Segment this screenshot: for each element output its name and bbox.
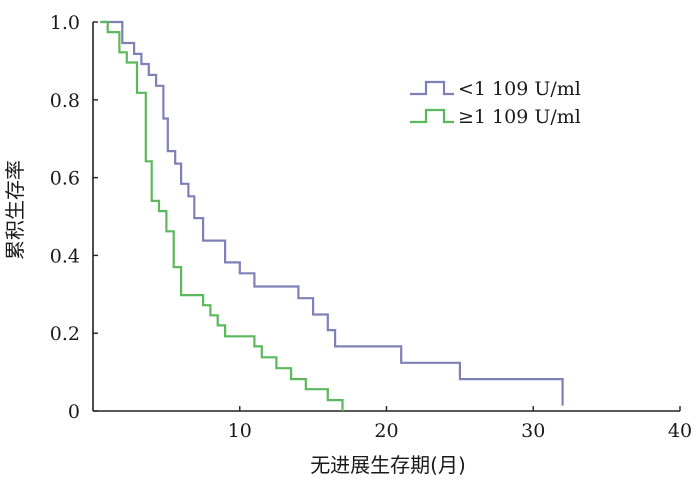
x-tick-label: 10 [228,420,252,442]
x-tick-label: 20 [374,420,398,442]
y-tick-label: 1.0 [50,12,80,34]
y-tick-label: 0.4 [50,245,80,267]
y-tick-label: 0 [68,401,80,423]
x-tick-label: 30 [521,420,545,442]
legend-label-series-1: <1 109 U/ml [458,78,581,100]
legend-swatch-series-2 [410,108,454,124]
x-axis-title: 无进展生存期(月) [310,453,466,477]
legend-swatch-series-1 [410,80,454,96]
x-tick-label: 40 [668,420,692,442]
y-tick-label: 0.6 [50,168,80,190]
legend-label-series-2: ≥1 109 U/ml [458,106,581,128]
survival-curve-series-1 [100,20,564,406]
y-tick-label: 0.8 [50,90,80,112]
y-tick-label: 0.2 [50,323,80,345]
y-axis-title: 累积生存率 [3,160,27,260]
survival-curve-series-2 [100,20,344,411]
